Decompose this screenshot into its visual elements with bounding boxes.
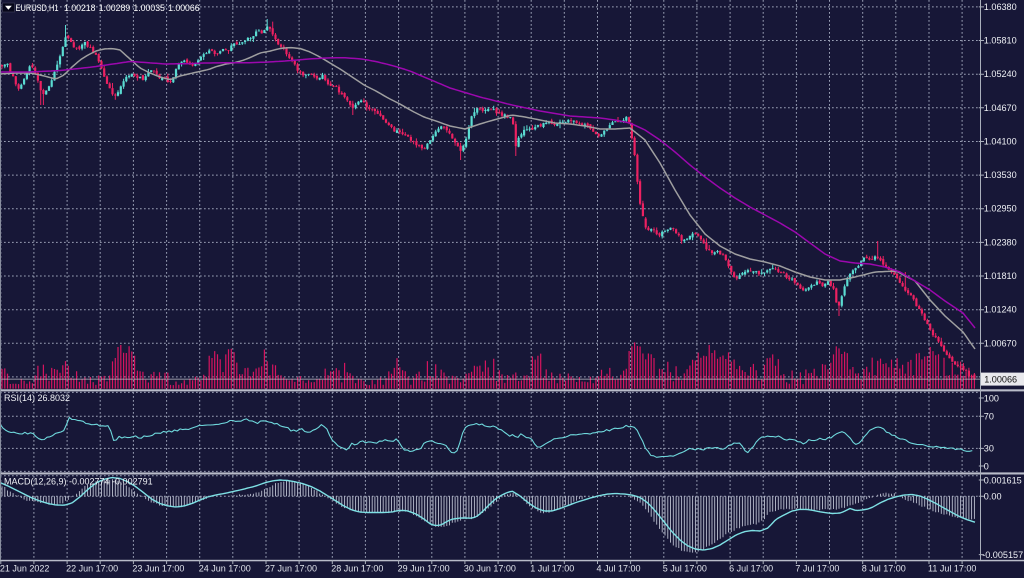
svg-text:1 Jul 17:00: 1 Jul 17:00: [530, 564, 574, 574]
svg-text:27 Jun 17:00: 27 Jun 17:00: [265, 564, 317, 574]
svg-text:11 Jul 17:00: 11 Jul 17:00: [928, 564, 976, 574]
svg-text:EURUSD,H1: EURUSD,H1: [16, 3, 59, 13]
svg-text:1.01240: 1.01240: [984, 305, 1017, 315]
svg-text:0.001615: 0.001615: [984, 475, 1022, 485]
svg-text:1.04670: 1.04670: [984, 103, 1017, 113]
svg-text:0: 0: [984, 461, 989, 471]
svg-text:0.00: 0.00: [984, 492, 1002, 502]
svg-text:1.00066: 1.00066: [168, 3, 200, 13]
svg-text:29 Jun 17:00: 29 Jun 17:00: [398, 564, 450, 574]
svg-text:6 Jul 17:00: 6 Jul 17:00: [729, 564, 773, 574]
svg-text:24 Jun 17:00: 24 Jun 17:00: [199, 564, 251, 574]
svg-text:4 Jul 17:00: 4 Jul 17:00: [597, 564, 641, 574]
svg-text:1.00289: 1.00289: [99, 3, 131, 13]
svg-text:100: 100: [984, 393, 999, 403]
svg-text:1.02380: 1.02380: [984, 237, 1017, 247]
svg-text:22 Jun 17:00: 22 Jun 17:00: [66, 564, 118, 574]
svg-text:1.03530: 1.03530: [984, 170, 1017, 180]
svg-text:1.02950: 1.02950: [984, 204, 1017, 214]
svg-text:1.05240: 1.05240: [984, 69, 1017, 79]
svg-text:1.00066: 1.00066: [984, 374, 1017, 384]
svg-text:8 Jul 17:00: 8 Jul 17:00: [862, 564, 906, 574]
svg-text:5 Jul 17:00: 5 Jul 17:00: [663, 564, 707, 574]
svg-text:1.06380: 1.06380: [984, 2, 1017, 12]
svg-text:28 Jun 17:00: 28 Jun 17:00: [331, 564, 383, 574]
svg-text:70: 70: [984, 412, 994, 422]
svg-text:1.00035: 1.00035: [133, 3, 165, 13]
svg-text:MACD(12,26,9) -0.002774 -0.002: MACD(12,26,9) -0.002774 -0.002791: [4, 476, 153, 486]
svg-text:23 Jun 17:00: 23 Jun 17:00: [132, 564, 184, 574]
svg-text:1.04100: 1.04100: [984, 137, 1017, 147]
svg-text:1.05810: 1.05810: [984, 36, 1017, 46]
svg-text:1.01810: 1.01810: [984, 271, 1017, 281]
svg-text:30 Jun 17:00: 30 Jun 17:00: [464, 564, 516, 574]
svg-text:21 Jun 2022: 21 Jun 2022: [0, 564, 49, 574]
svg-text:1.00670: 1.00670: [984, 338, 1017, 348]
svg-text:1.00218: 1.00218: [64, 3, 96, 13]
svg-text:RSI(14) 26.8032: RSI(14) 26.8032: [4, 393, 70, 403]
svg-text:30: 30: [984, 444, 994, 454]
svg-text:7 Jul 17:00: 7 Jul 17:00: [795, 564, 839, 574]
svg-text:-0.005157: -0.005157: [982, 550, 1023, 560]
